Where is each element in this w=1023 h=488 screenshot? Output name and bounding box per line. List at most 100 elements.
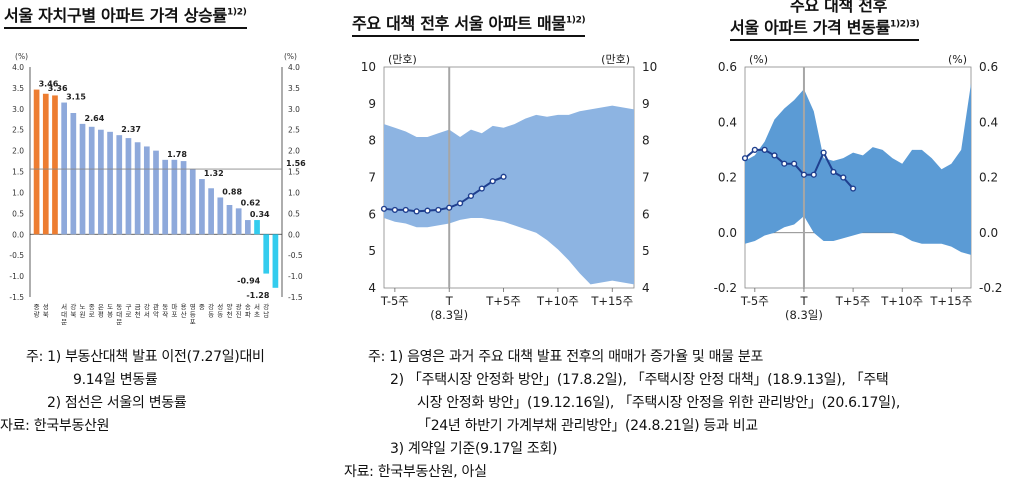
bar xyxy=(33,89,40,235)
bar-value-label: -0.94 xyxy=(237,277,260,286)
chart-price-change-weekly: 0.6 0.6 0.4 0.4 0.2 0.2 0.0 0.0 -0.2 -0.2 (%) (%) T-… xyxy=(714,53,1003,322)
chart-district-price-change: 4.0 4.0 3.5 3.5 3.0 3.0 2.5 2.5 2.0 2.0 1.5 1.5 1.0 1… xyxy=(9,52,306,326)
y-tick-label-right: 4.0 xyxy=(288,63,300,72)
bar xyxy=(171,159,178,235)
y-tick-label-right: 7 xyxy=(642,171,650,185)
bar xyxy=(199,179,205,235)
y-tick-label-right: 1.5 xyxy=(288,168,300,177)
y-tick-label-left: 3.0 xyxy=(12,105,24,114)
series-point xyxy=(761,146,768,153)
x-tick-label: T xyxy=(799,294,808,308)
y-tick-label-left: 0.0 xyxy=(12,230,24,239)
series-point xyxy=(467,192,475,200)
bar xyxy=(235,208,242,235)
bar xyxy=(254,220,260,235)
y-tick-label-right: 4 xyxy=(642,281,650,295)
y-tick-label-right: -1.0 xyxy=(288,272,303,281)
y-tick-label-left: 8 xyxy=(368,134,376,148)
x-tick-sublabel: (8.3일) xyxy=(430,308,468,322)
bar xyxy=(217,197,224,235)
bar xyxy=(153,150,159,235)
y-tick-label-left: 9 xyxy=(368,97,376,111)
note-right-line1: 주: 1) 음영은 과거 주요 대책 발표 전후의 매매가 증가율 및 매물 분… xyxy=(368,349,764,365)
note-right-line5: 3) 계약일 기준(9.17일 조회) xyxy=(390,441,558,457)
y-tick-label-right: 0.6 xyxy=(979,60,998,74)
y-tick-label-left: 0.2 xyxy=(718,171,737,185)
chart-listings: 10 10 9 9 8 8 7 7 6 6 5 5 4 4 (만호) (만호) T-5주 T T+5주 T+10주 T+… xyxy=(361,53,658,322)
y-tick-label-left: 0.6 xyxy=(718,60,737,74)
series-point xyxy=(456,200,464,207)
series-point xyxy=(402,206,409,214)
bar-value-label: 2.37 xyxy=(121,125,141,134)
bar xyxy=(70,113,77,235)
y-tick-label-right: 0.5 xyxy=(288,209,300,218)
y-tick-label-left: 0.4 xyxy=(718,115,737,129)
bar xyxy=(42,93,49,235)
chart-title-right-line1: 주요 대책 전후 xyxy=(790,0,888,15)
series-point xyxy=(446,204,453,211)
y-tick-label-right: 2.0 xyxy=(288,147,300,156)
x-tick-label: T+15주 xyxy=(590,294,633,308)
y-tick-label-right: -0.5 xyxy=(288,251,303,260)
y-tick-label-right: 8 xyxy=(642,134,650,148)
y-tick-label-left: 1.5 xyxy=(12,168,24,177)
y-tick-label-right: 0.0 xyxy=(288,230,300,239)
note-left-line1: 주: 1) 부동산대책 발표 이전(7.27일)대비 xyxy=(26,349,265,365)
bar xyxy=(189,169,196,235)
y-tick-label-left: 6 xyxy=(368,207,376,221)
bar xyxy=(98,129,104,235)
unit-left: (만호) xyxy=(388,53,417,66)
distribution-band xyxy=(384,105,634,285)
y-tick-label-right: 1.0 xyxy=(288,188,300,197)
series-point xyxy=(771,152,778,159)
bar-value-label: 3.36 xyxy=(48,84,68,93)
x-tick-label: T+5주 xyxy=(835,294,871,308)
y-tick-label-left: 2.0 xyxy=(12,147,24,156)
y-tick-label-right: 3.0 xyxy=(288,105,300,114)
y-tick-label-left: 4.0 xyxy=(12,63,24,72)
bar xyxy=(134,142,141,235)
y-tick-label-left: 7 xyxy=(368,171,376,185)
y-tick-label-right: 5 xyxy=(642,244,650,258)
series-point xyxy=(435,206,442,214)
unit-left: (%) xyxy=(15,52,28,61)
y-tick-label-right: 2.5 xyxy=(288,126,300,135)
unit-left: (%) xyxy=(749,53,768,66)
unit-right: (%) xyxy=(948,53,967,66)
note-left-line2: 9.14일 변동률 xyxy=(73,372,158,388)
unit-right: (%) xyxy=(284,52,297,61)
x-tick-label: T+10주 xyxy=(880,294,923,308)
category-label: 중 xyxy=(199,303,205,311)
y-tick-label-right: 0.2 xyxy=(979,171,998,185)
bar-value-label: 2.64 xyxy=(85,114,105,123)
series-point xyxy=(500,173,507,180)
bar-value-label: 1.32 xyxy=(204,169,224,178)
bar-value-label: 0.62 xyxy=(241,198,261,207)
series-point xyxy=(781,160,788,167)
bar xyxy=(88,126,95,235)
bar-value-label: 1.78 xyxy=(167,150,187,159)
bar xyxy=(107,131,113,235)
bar xyxy=(61,102,67,235)
series-point xyxy=(478,185,485,192)
series-point xyxy=(413,208,420,215)
x-tick-label: T+15주 xyxy=(929,294,972,308)
chart-title-left: 서울 자치구별 아파트 가격 상승률1)2) xyxy=(4,2,247,29)
distribution-band xyxy=(745,83,971,255)
